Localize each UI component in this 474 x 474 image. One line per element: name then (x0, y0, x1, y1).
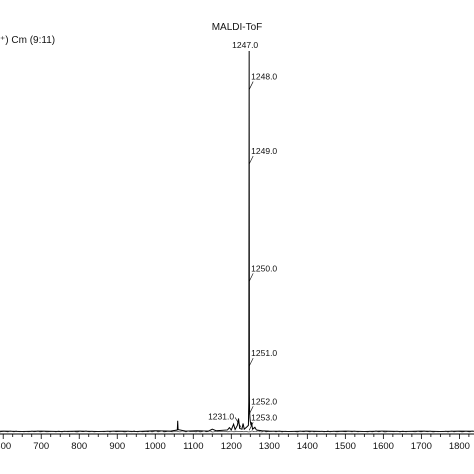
chart-title: MALDI-ToF (211, 22, 263, 33)
x-tick-label: 1500 (335, 441, 356, 452)
x-tick-label: 1100 (183, 441, 203, 452)
peak-leader-line (248, 422, 254, 431)
x-tick-label: 900 (109, 441, 125, 452)
peak-leader-line (248, 406, 254, 415)
x-tick-label: 1700 (411, 441, 432, 452)
peak-leader-line (234, 417, 242, 428)
x-tick-label: 800 (71, 441, 87, 452)
peak-label: 1250.0 (251, 263, 277, 273)
x-tick-label: 1600 (373, 441, 394, 452)
peak-label: 1252.0 (251, 396, 277, 406)
x-tick-label: 1000 (145, 441, 166, 452)
baseline-noise (0, 430, 474, 433)
x-tick-label: 1200 (221, 441, 242, 452)
spectrum-trace (0, 50, 474, 432)
peak-label: 1253.0 (251, 412, 277, 422)
peak-label: 1231.0 (208, 411, 234, 421)
x-tick-label: 700 (33, 441, 49, 452)
peak-leader-line (248, 81, 254, 90)
spectrum-header-text: ⁺) Cm (9:11) (0, 35, 56, 46)
peak-leader-line (248, 357, 254, 367)
peak-leader-line (248, 273, 254, 282)
peak-label: 1249.0 (251, 146, 277, 156)
x-tick-label: 600 (0, 441, 11, 452)
peak-label: 1247.0 (232, 40, 258, 50)
peak-label: 1248.0 (251, 72, 277, 82)
peak-label: 1251.0 (251, 348, 277, 358)
x-tick-label: 1800 (449, 441, 470, 452)
x-tick-label: 1400 (297, 441, 318, 452)
x-tick-label: 1300 (259, 441, 280, 452)
peak-leader-line (248, 155, 254, 165)
